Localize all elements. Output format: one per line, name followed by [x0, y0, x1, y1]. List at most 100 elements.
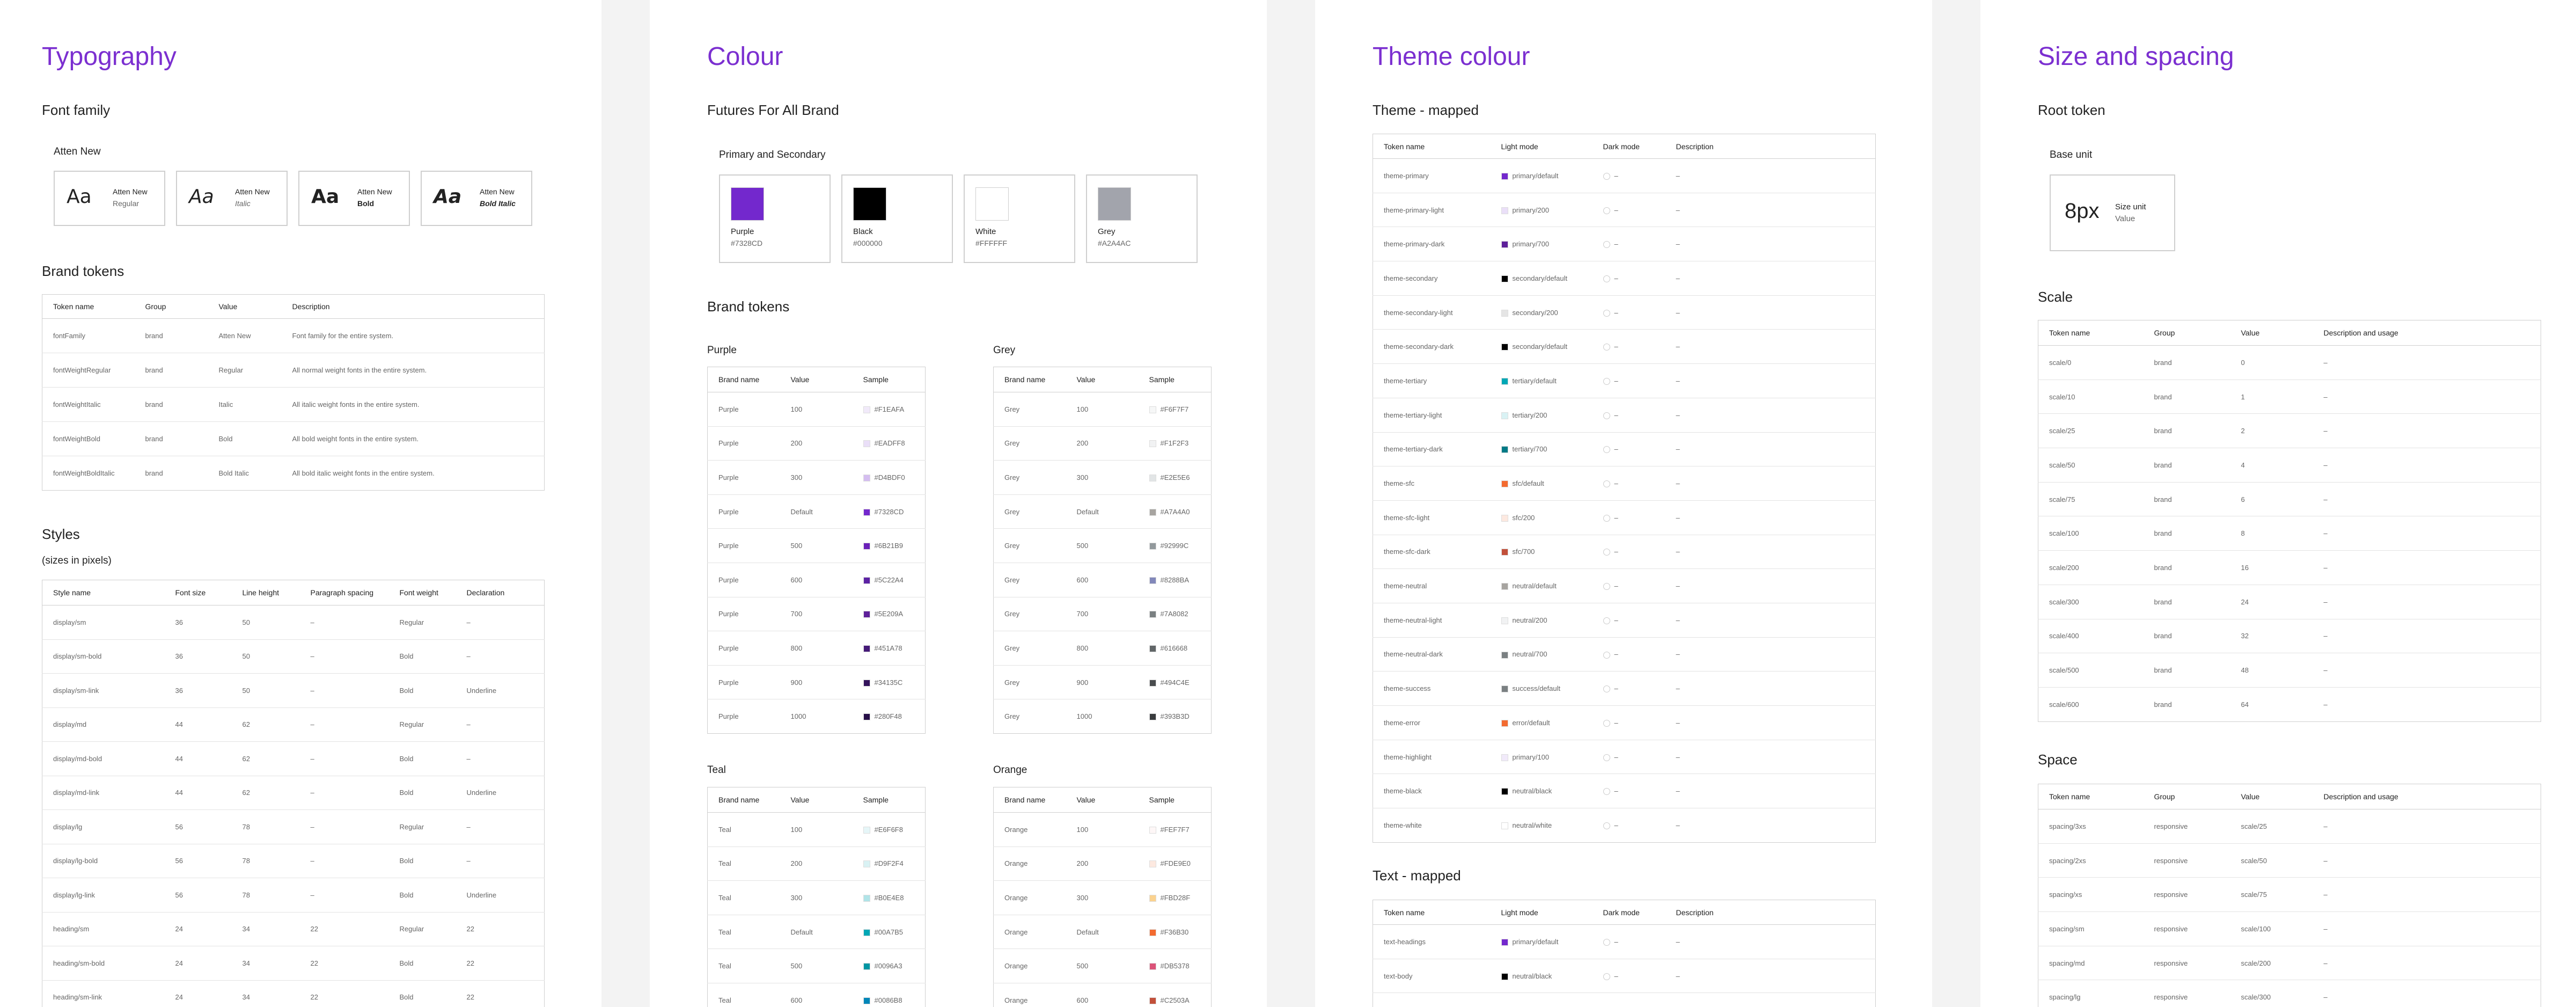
table-row: scale/300 brand 24– — [2038, 585, 2541, 619]
hex-value: #5E209A — [874, 610, 904, 618]
light-mode-value: primary/default — [1512, 171, 1559, 180]
table-row: theme-error error/default – – — [1373, 705, 1876, 740]
table-cell: Teal — [707, 812, 780, 847]
theme-mapped-heading: Theme - mapped — [1373, 102, 1479, 118]
styles-heading: Styles — [42, 526, 80, 542]
table-cell: 32 — [2230, 619, 2313, 654]
sample-cell: #92999C — [1138, 528, 1212, 563]
hex-value: #7A8082 — [1160, 610, 1188, 618]
column-header: Value — [2230, 320, 2313, 346]
table-row: display/lg 56 78– Regular – — [42, 809, 545, 844]
teal-table: Brand name Value Sample Teal 100 #E6F6F8 Teal 2… — [707, 787, 926, 1007]
hex-value: #393B3D — [1160, 712, 1190, 721]
light-mode-value: sfc/700 — [1512, 548, 1535, 556]
dark-mode-cell: – — [1592, 740, 1665, 775]
colour-swatch — [1501, 309, 1508, 317]
colour-swatch — [1149, 611, 1156, 618]
primary-secondary-heading: Primary and Secondary — [719, 149, 826, 160]
table-cell: brand — [2143, 653, 2230, 688]
table-cell: brand — [2143, 345, 2230, 380]
table-row: Purple 600 #5C22A4 — [707, 563, 926, 597]
light-mode-value: neutral/700 — [1512, 650, 1547, 659]
hex-value: #451A78 — [874, 644, 902, 652]
colour-swatch — [863, 713, 870, 721]
table-row: spacing/2xs responsive scale/50– — [2038, 843, 2541, 878]
sample-cell: #0096A3 — [852, 948, 926, 983]
table-cell: Orange — [993, 948, 1066, 983]
dark-mode-value: – — [1614, 342, 1618, 351]
table-cell: 78 — [231, 844, 300, 878]
table-cell: Default — [780, 915, 853, 950]
description: – — [1665, 158, 1876, 193]
table-cell: Bold — [388, 673, 456, 708]
colour-swatch — [1501, 822, 1508, 829]
table-cell: Orange — [993, 915, 1066, 950]
hex-value: #5C22A4 — [874, 575, 904, 584]
hex-value: #E6F6F8 — [874, 825, 903, 834]
text-mapped-table: Token name Light mode Dark mode Description… — [1373, 900, 1876, 1007]
table-cell: scale/75 — [2038, 482, 2144, 517]
table-cell: 22 — [299, 946, 389, 981]
table-cell: – — [456, 639, 545, 674]
empty-swatch-icon — [1603, 446, 1610, 454]
hex-value: #494C4E — [1160, 678, 1190, 687]
table-cell: Grey — [993, 494, 1066, 529]
table-cell: Bold Italic — [218, 469, 249, 477]
table-cell: Regular — [388, 912, 456, 946]
sample-cell: #E6F6F8 — [852, 812, 926, 847]
dark-mode-cell: – — [1592, 705, 1665, 740]
description: – — [1665, 924, 1876, 959]
column-header: Dark mode — [1592, 900, 1665, 925]
table-cell: All normal weight fonts in the entire sy… — [281, 353, 545, 388]
table-row: theme-secondary secondary/default – – — [1373, 261, 1876, 296]
table-cell: brand — [2143, 413, 2230, 449]
column-header: Font size — [164, 580, 232, 605]
table-cell: brand — [134, 421, 208, 456]
column-header: Sample — [852, 367, 926, 392]
table-cell: Purple — [707, 494, 780, 529]
table-cell: Purple — [707, 597, 780, 632]
typography-title: Typography — [42, 42, 177, 71]
font-family-heading: Font family — [42, 102, 111, 118]
font-card-bold: Aa Atten New Bold — [298, 171, 410, 226]
table-cell: Orange — [993, 812, 1066, 847]
description: – — [1665, 959, 1876, 994]
table-row: spacing/lg responsive scale/300 – — [2038, 980, 2541, 1007]
table-cell: 500 — [1066, 948, 1139, 983]
table-header-row: Token name Group Value Description and usag… — [2038, 784, 2541, 809]
light-mode-value: primary/700 — [1512, 240, 1550, 249]
dark-mode-value: – — [1614, 718, 1618, 727]
table-cell: – — [2313, 843, 2541, 878]
table-row: theme-black neutral/black – – — [1373, 774, 1876, 809]
sample-cell: #7A8082 — [1138, 597, 1212, 632]
column-header: Declaration — [456, 580, 545, 605]
table-row: theme-primary primary/default – – — [1373, 158, 1876, 193]
table-cell: 50 — [231, 605, 300, 640]
theme-colour-title: Theme colour — [1373, 42, 1530, 71]
light-mode-value: sfc/200 — [1512, 513, 1535, 522]
table-cell: Purple — [707, 426, 780, 461]
table-cell: scale/100 — [2038, 516, 2144, 551]
table-row: Grey 1000 #393B3D — [994, 699, 1212, 734]
table-cell: – — [2313, 619, 2541, 654]
font-style: Italic — [235, 199, 251, 208]
dark-mode-value: – — [1614, 972, 1618, 980]
table-header-row: Style name Font size Line height Paragraph … — [42, 580, 545, 605]
table-cell: 16 — [2230, 550, 2313, 585]
table-row: Purple 900 #34135C — [707, 665, 926, 700]
light-mode-cell: secondary/200 — [1490, 295, 1592, 330]
empty-swatch-icon — [1603, 275, 1610, 282]
dark-mode-cell — [1592, 993, 1665, 1007]
sample-cell: #7328CD — [852, 494, 926, 529]
token-name: theme-white — [1384, 821, 1422, 829]
table-cell: display/lg-bold — [42, 844, 165, 878]
table-cell: – — [299, 707, 389, 742]
table-cell: 800 — [780, 631, 853, 666]
hex-value: #0086B8 — [874, 996, 902, 1004]
table-cell: – — [2313, 877, 2541, 913]
light-mode-value: sfc/default — [1512, 479, 1544, 487]
table-cell: Grey — [993, 563, 1066, 597]
hex-value: #6B21B9 — [874, 542, 904, 550]
sample-cell: #EADFF8 — [852, 426, 926, 461]
token-name: theme-secondary-light — [1373, 295, 1491, 330]
